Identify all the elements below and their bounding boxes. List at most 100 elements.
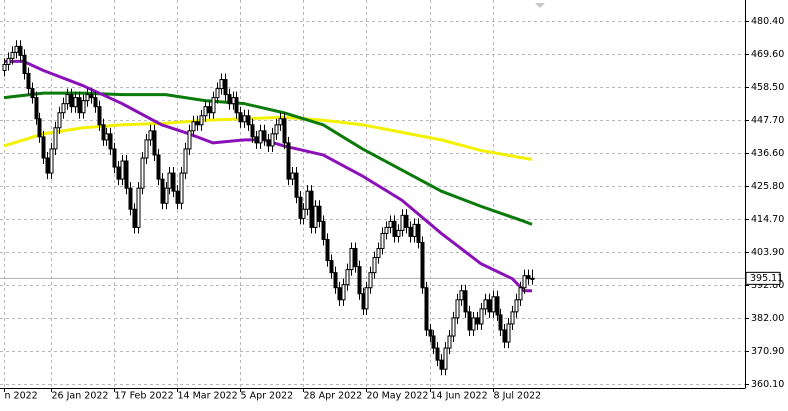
x-tick-label: n 2022 (5, 391, 38, 402)
candle-body (65, 94, 70, 105)
candle-body (467, 311, 472, 331)
candle-body (10, 51, 15, 59)
x-tick-label: 17 Feb 2022 (115, 391, 174, 402)
candle-body (498, 314, 503, 331)
candle-body (18, 45, 23, 56)
candle-body (250, 124, 255, 138)
candle-body (301, 208, 306, 219)
x-tick-label: 14 Mar 2022 (178, 391, 238, 402)
candle-body (439, 359, 444, 370)
candle-body (14, 45, 19, 53)
candle-body (325, 238, 330, 262)
candle-body (124, 160, 129, 189)
candle-body (510, 311, 515, 325)
candle-body (49, 148, 54, 174)
candle-body (313, 205, 318, 228)
candle-body (487, 299, 492, 313)
candle-body (89, 94, 94, 99)
candle-body (211, 97, 216, 114)
candle-body (132, 208, 137, 228)
candle-body (140, 157, 145, 189)
candle-body (372, 257, 377, 274)
candle-body (77, 97, 82, 114)
moving-average-line (3, 115, 533, 161)
candle-body (290, 172, 295, 180)
x-tick-label: 8 Jul 2022 (494, 391, 542, 402)
y-tick-label: 360.10 (751, 379, 784, 390)
candle-body (274, 124, 279, 135)
x-tick-label: 5 Apr 2022 (241, 391, 294, 402)
candle-body (266, 139, 271, 147)
candle-body (479, 308, 484, 325)
candle-body (305, 190, 310, 210)
candle-body (152, 130, 157, 156)
candle-body (404, 214, 409, 228)
candle-body (195, 121, 200, 126)
y-tick-label: 447.70 (751, 115, 784, 126)
candle-body (156, 154, 161, 180)
candle-body (463, 290, 468, 313)
candle-body (518, 287, 523, 301)
candle-body (160, 178, 165, 204)
y-tick-label: 436.60 (751, 148, 784, 159)
candle-body (73, 97, 78, 108)
candle-body (475, 317, 480, 325)
candle-body (455, 299, 460, 319)
candle-body (144, 139, 149, 159)
candle-body (333, 272, 338, 289)
candle-body (443, 347, 448, 370)
candle-body (164, 187, 169, 204)
candle-body (447, 335, 452, 349)
candle-body (199, 115, 204, 126)
candle-body (81, 100, 86, 114)
candle-body (148, 130, 153, 141)
last-price-box (745, 271, 781, 285)
candle-body (416, 223, 421, 243)
candle-body (400, 214, 405, 231)
candle-body (262, 130, 267, 141)
candle-body (97, 106, 102, 126)
candle-body (61, 103, 66, 114)
candle-body (294, 172, 299, 198)
candle-body (471, 317, 476, 331)
candle-body (215, 88, 220, 99)
candle-body (30, 88, 35, 99)
candle-body (298, 196, 303, 219)
candle-body (93, 97, 98, 108)
candle-body (108, 133, 113, 150)
candle-body (530, 277, 535, 280)
candle-body (191, 121, 196, 132)
candle-body (175, 190, 180, 204)
candle-body (183, 148, 188, 174)
y-tick-label: 480.40 (751, 16, 784, 27)
y-tick-label: 382.00 (751, 313, 784, 324)
candle-body (227, 94, 232, 105)
candle-body (408, 226, 413, 237)
y-tick-label: 458.50 (751, 82, 784, 93)
candle-body (219, 79, 224, 90)
candle-body (392, 220, 397, 237)
candle-body (388, 220, 393, 228)
candle-body (380, 232, 385, 250)
candle-body (396, 229, 401, 237)
candle-body (345, 269, 350, 286)
candle-body (234, 97, 239, 114)
candle-body (412, 223, 417, 237)
candle-body (506, 323, 511, 343)
candle-body (41, 136, 46, 159)
candle-body (321, 220, 326, 240)
candle-body (254, 136, 259, 144)
candle-body (435, 347, 440, 361)
candle-body (424, 287, 429, 331)
candle-body (53, 127, 58, 150)
candle-body (459, 290, 464, 301)
candle-body (420, 241, 425, 289)
y-tick-label: 425.80 (751, 181, 784, 192)
candle-body (491, 296, 496, 313)
candle-body (522, 275, 527, 289)
candle-body (128, 187, 133, 210)
candle-body (246, 115, 251, 126)
x-tick-label: 28 Apr 2022 (304, 391, 363, 402)
candle-body (187, 130, 192, 150)
